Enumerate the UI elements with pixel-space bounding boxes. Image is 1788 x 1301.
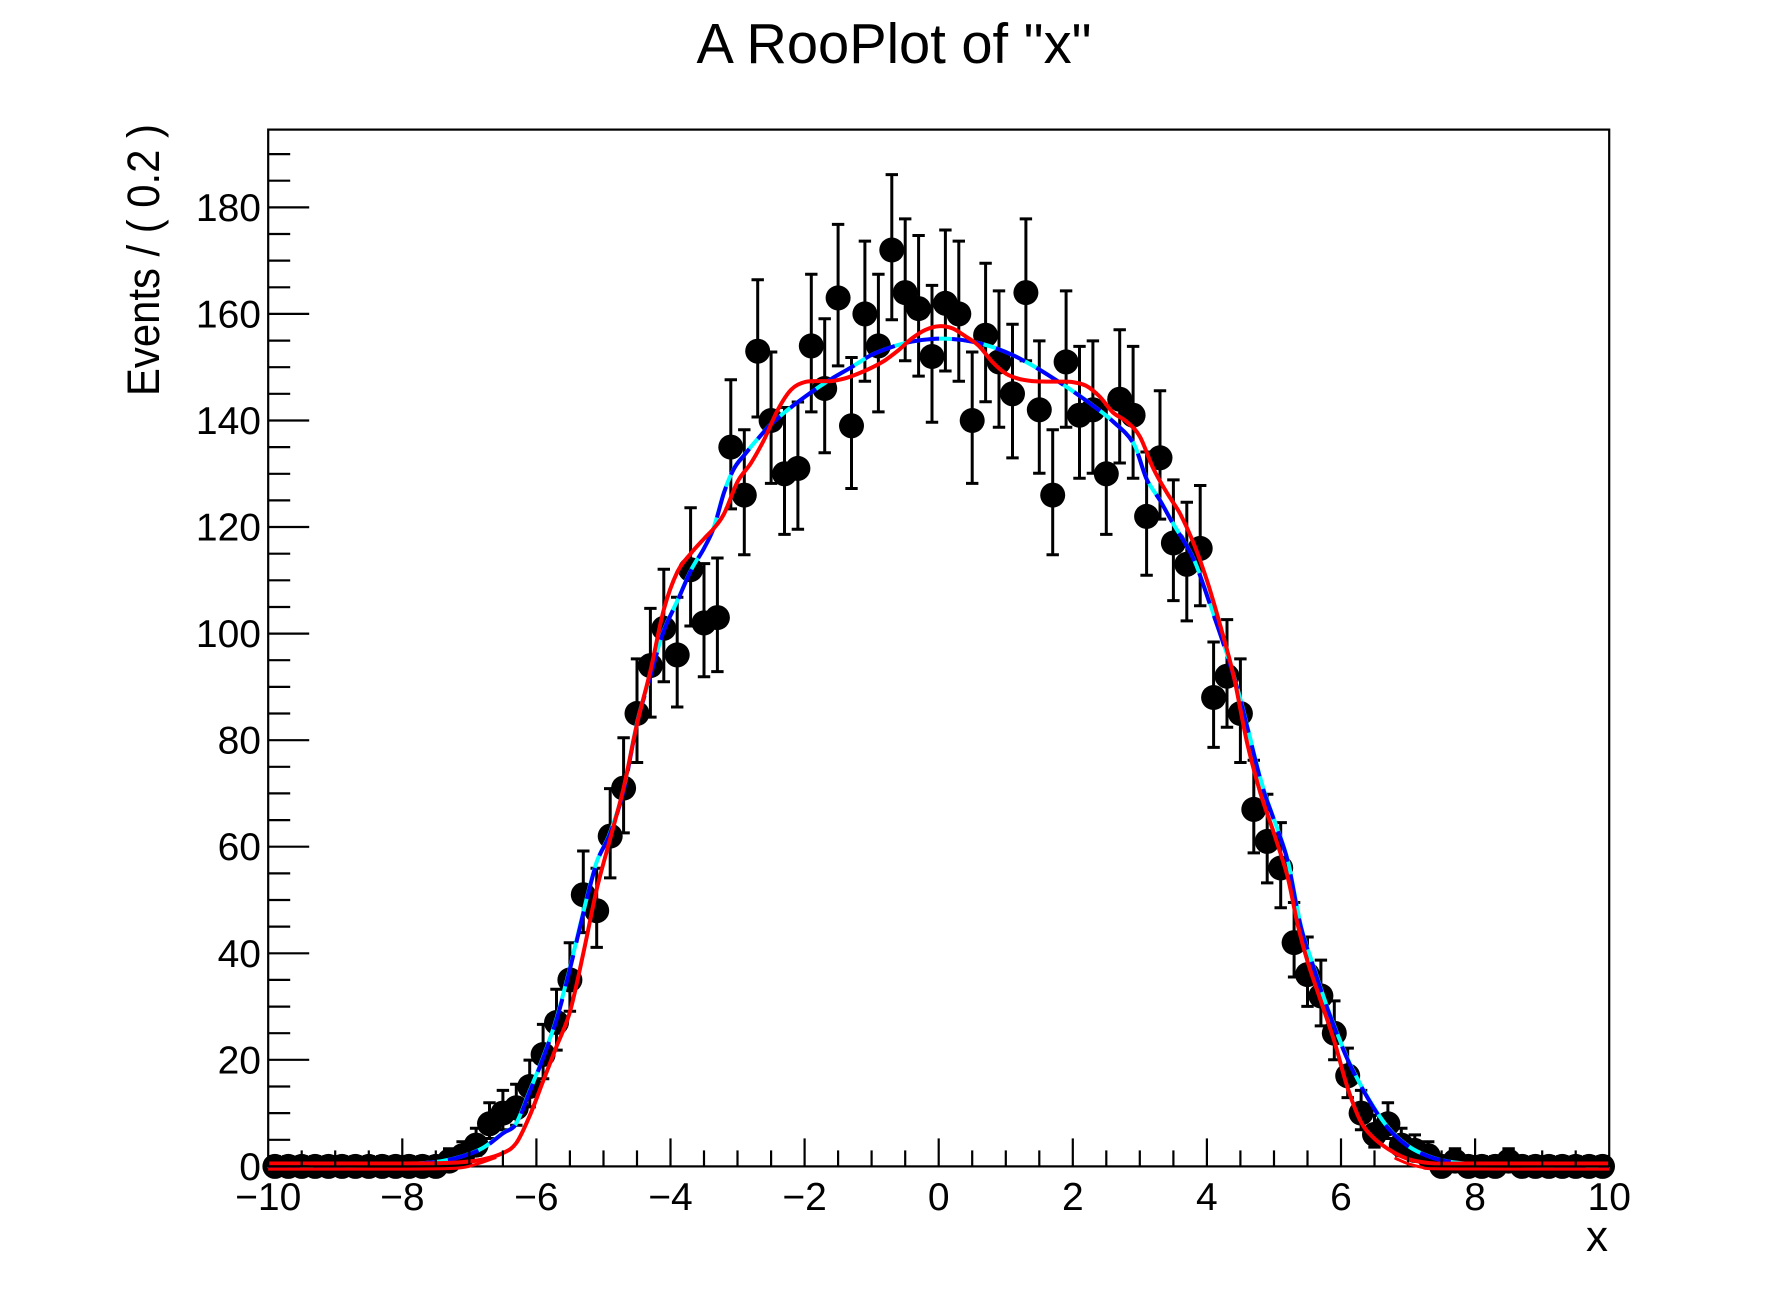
- svg-text:Events / ( 0.2 ): Events / ( 0.2 ): [118, 124, 169, 396]
- svg-text:x: x: [1586, 1212, 1608, 1261]
- svg-text:0: 0: [239, 1146, 261, 1189]
- svg-text:140: 140: [196, 400, 261, 443]
- svg-text:−4: −4: [648, 1176, 692, 1219]
- svg-text:160: 160: [196, 293, 261, 336]
- svg-text:8: 8: [1464, 1176, 1486, 1219]
- svg-text:80: 80: [218, 720, 261, 763]
- svg-text:0: 0: [928, 1176, 950, 1219]
- svg-text:180: 180: [196, 187, 261, 230]
- svg-text:100: 100: [196, 613, 261, 656]
- svg-text:120: 120: [196, 507, 261, 550]
- svg-text:4: 4: [1196, 1176, 1218, 1219]
- svg-text:20: 20: [218, 1039, 261, 1082]
- svg-text:A RooPlot of "x": A RooPlot of "x": [697, 12, 1092, 76]
- svg-text:−6: −6: [514, 1176, 558, 1219]
- svg-text:10: 10: [1588, 1176, 1631, 1219]
- svg-text:60: 60: [218, 826, 261, 869]
- svg-text:2: 2: [1062, 1176, 1084, 1219]
- svg-text:−2: −2: [782, 1176, 826, 1219]
- svg-text:−8: −8: [380, 1176, 424, 1219]
- svg-text:40: 40: [218, 933, 261, 976]
- svg-text:6: 6: [1330, 1176, 1352, 1219]
- svg-text:−10: −10: [235, 1176, 301, 1219]
